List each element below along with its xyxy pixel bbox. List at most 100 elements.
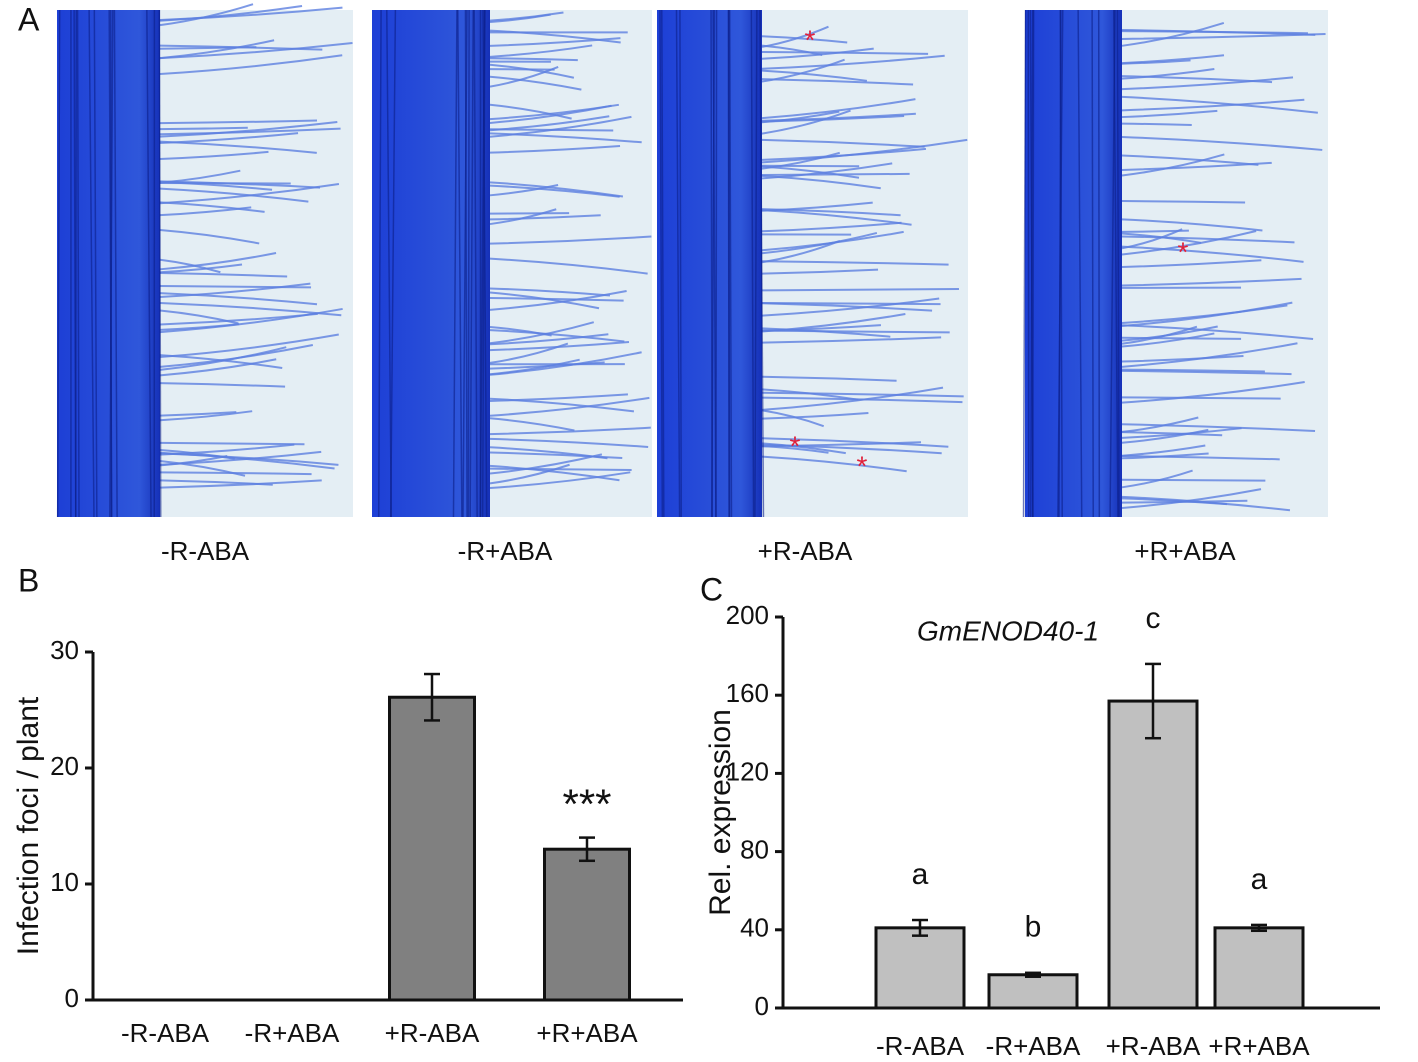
- root-hair: [489, 44, 593, 58]
- root-hair: [159, 282, 311, 298]
- root-hair: [1121, 355, 1244, 363]
- caption: -R-ABA: [161, 536, 250, 566]
- y-tick-label: 200: [726, 600, 769, 630]
- bar: [987, 973, 1079, 1010]
- root-cell: [675, 9, 681, 518]
- root-hair: [1121, 218, 1263, 232]
- root-hair: [489, 132, 642, 144]
- root-cell: [1077, 9, 1083, 518]
- root-hair: [1121, 235, 1295, 244]
- root-hair: [159, 187, 309, 203]
- root: [57, 10, 160, 517]
- root-hair: [761, 78, 914, 86]
- root-hair: [1121, 369, 1292, 376]
- y-axis-label: Rel. expression: [704, 709, 737, 916]
- root-cell: [754, 9, 758, 518]
- root-hair: [489, 235, 652, 245]
- root: [1025, 10, 1122, 517]
- y-tick-label: 10: [50, 867, 79, 897]
- root-cell: [1022, 9, 1027, 518]
- root-cell: [659, 9, 664, 518]
- root-cell: [386, 9, 393, 518]
- x-tick-label: -R-ABA: [121, 1018, 210, 1048]
- root-hair: [489, 257, 648, 275]
- root-hair: [1121, 336, 1242, 340]
- root-hair: [159, 182, 340, 205]
- root-cell: [481, 9, 486, 518]
- root-cell: [750, 9, 755, 518]
- x-tick-label: +R+ABA: [536, 1018, 638, 1048]
- root-hair: [761, 297, 940, 317]
- root-hair: [1121, 122, 1192, 127]
- root-hair: [761, 110, 840, 124]
- root-cell: [727, 9, 730, 518]
- root-cell: [1097, 9, 1101, 518]
- root-hair: [761, 302, 933, 312]
- root-hair: [761, 442, 846, 455]
- annotation: c: [1146, 602, 1161, 635]
- root-hair: [159, 258, 221, 274]
- x-tick-label: +R-ABA: [385, 1018, 480, 1048]
- root-hair: [761, 391, 964, 398]
- root-hair: [761, 151, 841, 170]
- y-axis-label: Infection foci / plant: [12, 696, 45, 955]
- annotation: a: [1251, 863, 1268, 896]
- root-cell: [88, 9, 95, 518]
- root-hair: [489, 297, 624, 302]
- root-hair: [159, 5, 303, 22]
- root: [657, 10, 762, 517]
- root-hair: [761, 411, 869, 420]
- root-hair: [1121, 95, 1318, 114]
- root-hair: [489, 329, 625, 343]
- root-hair: [489, 290, 627, 311]
- root-hair: [159, 284, 312, 289]
- root-cell: [457, 9, 463, 518]
- caption: +R+ABA: [1134, 536, 1236, 566]
- root-hair: [1121, 76, 1294, 91]
- root-cell: [109, 9, 114, 518]
- root-cell: [389, 9, 397, 518]
- root-hair: [489, 437, 649, 448]
- root-hair: [159, 252, 277, 271]
- root-hair: [159, 41, 353, 60]
- root-hair: [489, 128, 614, 132]
- root-hair: [489, 103, 572, 120]
- root-hair: [159, 228, 260, 245]
- asterisk: *: [805, 24, 816, 55]
- root-hair: [489, 446, 608, 460]
- root-cell: [467, 9, 470, 518]
- x-tick-label: -R+ABA: [986, 1031, 1081, 1061]
- root-hair: [489, 184, 559, 197]
- root-hair: [1121, 478, 1266, 482]
- caption: -R+ABA: [458, 536, 553, 566]
- bar: [874, 926, 966, 1010]
- root-cell: [452, 9, 458, 518]
- root-hair: [159, 411, 237, 417]
- root-hair: [159, 127, 341, 136]
- root-hair: [159, 410, 253, 422]
- root-cell: [1031, 9, 1035, 518]
- root-cell: [1091, 9, 1094, 518]
- root-cell: [146, 9, 152, 518]
- root-hair: [489, 214, 601, 221]
- root-hair: [1121, 154, 1259, 166]
- root-hair: [489, 68, 555, 71]
- y-tick-label: 20: [50, 751, 79, 781]
- y-tick-label: 160: [726, 678, 769, 708]
- root-cell: [113, 9, 118, 518]
- root-hair: [489, 471, 631, 490]
- root-hair: [1121, 259, 1262, 268]
- root-hair: [159, 140, 317, 154]
- root-hair: [489, 426, 651, 436]
- root-hair: [159, 180, 273, 191]
- root-hair: [159, 150, 269, 160]
- root-hair: [159, 263, 243, 274]
- root-hair: [489, 181, 624, 198]
- root-hair: [761, 336, 942, 344]
- asterisk: *: [857, 450, 868, 481]
- root-cell: [56, 9, 61, 518]
- root-hair: [761, 69, 868, 82]
- root-cell: [108, 9, 113, 518]
- root-hair: [761, 201, 873, 212]
